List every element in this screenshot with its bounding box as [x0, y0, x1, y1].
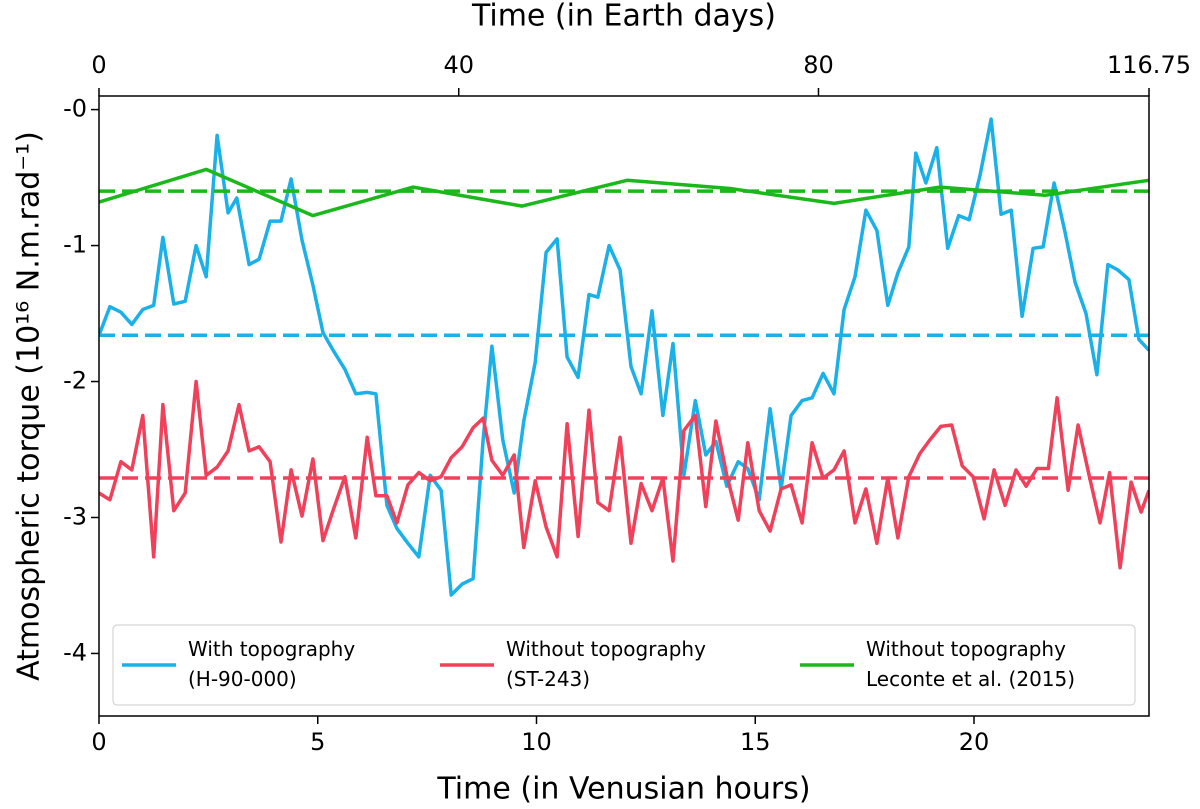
- y-tick-label: -0: [63, 95, 87, 123]
- y-tick-label: -3: [63, 502, 87, 530]
- top-tick-label: 116.75: [1107, 51, 1191, 79]
- x-axis-label: Time (in Venusian hours): [436, 772, 810, 807]
- series-line: [99, 167, 1149, 218]
- legend-label: Without topography Leconte et al. (2015): [866, 637, 1075, 691]
- plot-area: [99, 117, 1149, 597]
- x-tick-label: 5: [310, 728, 325, 756]
- series-line: [99, 117, 1149, 597]
- series-line: [99, 379, 1149, 570]
- legend-label: Without topography (ST-243): [506, 637, 706, 691]
- legend-box: [112, 624, 1136, 706]
- top-tick-label: 80: [803, 51, 834, 79]
- top-tick-label: 0: [91, 51, 106, 79]
- top-axis-label: Time (in Earth days): [471, 0, 776, 34]
- x-tick-label: 15: [740, 728, 771, 756]
- axes-frame: [98, 95, 1150, 717]
- y-tick-label: -1: [63, 231, 87, 259]
- top-tick-label: 40: [443, 51, 474, 79]
- y-axis-label: Atmospheric torque (10¹⁶ N.m.rad⁻¹): [12, 131, 47, 681]
- x-tick-label: 10: [521, 728, 552, 756]
- x-tick-label: 0: [91, 728, 106, 756]
- x-tick-label: 20: [959, 728, 990, 756]
- legend-label: With topography (H-90-000): [188, 637, 355, 691]
- y-tick-label: -4: [63, 638, 87, 666]
- y-tick-label: -2: [63, 367, 87, 395]
